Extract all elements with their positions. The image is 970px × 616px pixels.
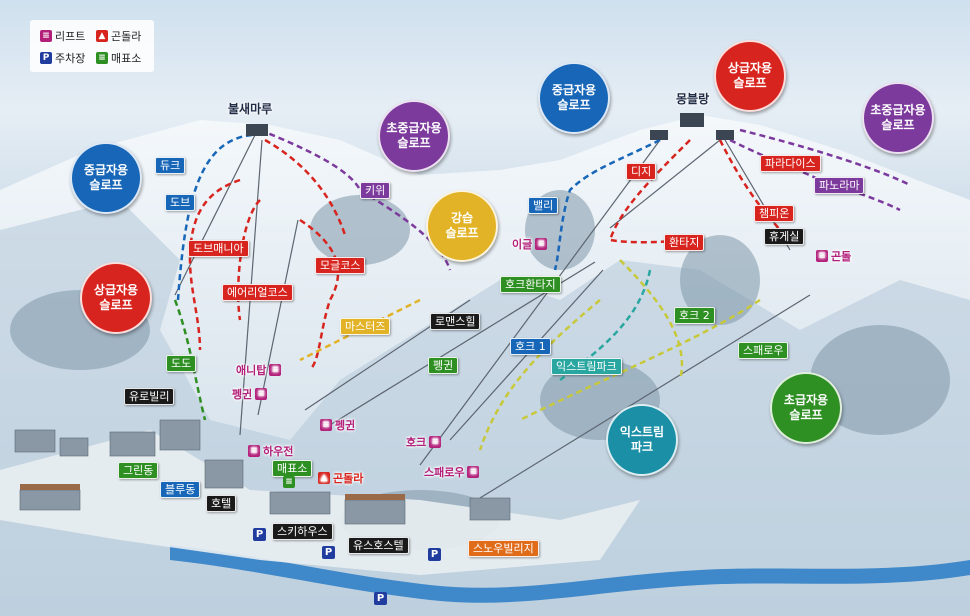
parking-icon[interactable]: P xyxy=(428,548,441,561)
slope-paradise[interactable]: 파라다이스 xyxy=(760,155,821,172)
bubble-advanced-left[interactable]: 상급자용 슬로프 xyxy=(80,262,152,334)
legend-lift-label: 리프트 xyxy=(55,30,86,43)
lift-icon: ≡ xyxy=(269,364,282,376)
facility-snow-village[interactable]: 스노우빌리지 xyxy=(468,540,539,557)
ticket-office-icon: ≡ xyxy=(283,476,295,488)
legend-parking: P 주차장 xyxy=(40,50,85,66)
facility-green-dong[interactable]: 그린동 xyxy=(118,462,159,479)
lift-penguin-2[interactable]: ≡ 펭귄 xyxy=(320,417,355,433)
bubble-intermediate-left[interactable]: 중급자용 슬로프 xyxy=(70,142,142,214)
facility-ticket-office[interactable]: 매표소 xyxy=(272,460,313,477)
lift-gondola-lift[interactable]: ≡ 곤돌 xyxy=(816,248,851,264)
lift-icon: ≡ xyxy=(816,250,828,262)
peak-bulsae: 불새마루 xyxy=(228,102,273,116)
map-legend: ≡ 리프트 ▲ 곤돌라 P 주차장 ≡ 매표소 xyxy=(30,20,154,72)
legend-ticket-label: 매표소 xyxy=(111,52,142,65)
lift-harris[interactable]: ≡ 하우전 xyxy=(248,443,293,459)
parking-icon[interactable]: P xyxy=(322,546,335,559)
parking-icon[interactable]: P xyxy=(253,528,266,541)
bubble-upper-intermediate-center[interactable]: 초중급자용 슬로프 xyxy=(378,100,450,172)
facility-ski-house[interactable]: 스키하우스 xyxy=(272,523,333,540)
facility-hotel[interactable]: 호텔 xyxy=(206,495,237,512)
legend-lift: ≡ 리프트 xyxy=(40,28,85,44)
facility-blue-dong[interactable]: 블루동 xyxy=(160,481,201,498)
lift-swallow[interactable]: 스패로우 ≡ xyxy=(424,464,480,480)
ticket-icon: ≡ xyxy=(96,52,108,64)
facility-youth-hostel[interactable]: 유스호스텔 xyxy=(348,537,409,554)
slope-kiwi[interactable]: 키위 xyxy=(360,182,391,199)
bubble-extreme-park[interactable]: 익스트림 파크 xyxy=(606,404,678,476)
lift-eagle[interactable]: 이글 ≡ xyxy=(512,236,548,252)
slope-aerial[interactable]: 에어리얼코스 xyxy=(222,284,293,301)
legend-parking-label: 주차장 xyxy=(55,52,86,65)
slope-penguin[interactable]: 펭귄 xyxy=(428,357,459,374)
slope-extreme-park[interactable]: 익스트림파크 xyxy=(551,358,622,375)
lift-icon: ≡ xyxy=(320,419,332,431)
lift-icon: ≡ xyxy=(467,466,480,478)
lift-dodo[interactable]: 애니탑 ≡ xyxy=(236,362,282,378)
bubble-intermediate-center[interactable]: 중급자용 슬로프 xyxy=(538,62,610,134)
lift-penguin[interactable]: 펭귄 ≡ xyxy=(232,386,268,402)
slope-champion[interactable]: 챔피온 xyxy=(754,205,795,222)
slope-swallow[interactable]: 스패로우 xyxy=(738,342,789,359)
slope-hawk-hwanta[interactable]: 호크환타지 xyxy=(500,276,561,293)
slope-hawk-1[interactable]: 호크 1 xyxy=(510,338,551,355)
slope-dodo[interactable]: 도도 xyxy=(166,355,197,372)
slope-dove-mania[interactable]: 도브매니아 xyxy=(188,240,249,257)
gondola-icon: ▲ xyxy=(318,472,330,484)
facility-euro-villa[interactable]: 유로빌리 xyxy=(124,388,175,405)
lift-icon: ≡ xyxy=(535,238,548,250)
bubble-advanced-top[interactable]: 상급자용 슬로프 xyxy=(714,40,786,112)
lift-icon: ≡ xyxy=(429,436,442,448)
gondola-station[interactable]: ▲ 곤돌라 xyxy=(318,470,363,486)
bubble-upper-intermediate-right[interactable]: 초중급자용 슬로프 xyxy=(862,82,934,154)
facility-rest-house[interactable]: 휴게실 xyxy=(764,228,805,245)
parking-icon[interactable]: P xyxy=(374,592,387,605)
lift-hawk[interactable]: 호크 ≡ xyxy=(406,434,442,450)
lift-icon: ≡ xyxy=(248,445,260,457)
slope-duke[interactable]: 듀크 xyxy=(155,157,186,174)
bubble-beginner[interactable]: 초급자용 슬로프 xyxy=(770,372,842,444)
slope-hwanta[interactable]: 환타지 xyxy=(664,234,705,251)
slope-valley[interactable]: 밸리 xyxy=(528,197,559,214)
slope-digi[interactable]: 디지 xyxy=(626,163,657,180)
slope-masters[interactable]: 마스터즈 xyxy=(340,318,391,335)
slope-mogul[interactable]: 모글코스 xyxy=(315,257,366,274)
facility-romance-hill[interactable]: 로맨스힐 xyxy=(430,313,481,330)
lift-icon: ≡ xyxy=(255,388,268,400)
gondola-icon: ▲ xyxy=(96,30,108,42)
legend-gondola: ▲ 곤돌라 xyxy=(96,28,141,44)
lift-icon: ≡ xyxy=(40,30,52,42)
bubble-learning[interactable]: 강습 슬로프 xyxy=(426,190,498,262)
slope-panorama[interactable]: 파노라마 xyxy=(814,177,865,194)
slope-dove[interactable]: 도브 xyxy=(165,194,196,211)
legend-ticket: ≡ 매표소 xyxy=(96,50,141,66)
legend-gondola-label: 곤돌라 xyxy=(111,30,142,43)
slope-hawk-2[interactable]: 호크 2 xyxy=(674,307,715,324)
peak-mont-blanc: 몽블랑 xyxy=(676,92,710,106)
parking-icon: P xyxy=(40,52,52,64)
